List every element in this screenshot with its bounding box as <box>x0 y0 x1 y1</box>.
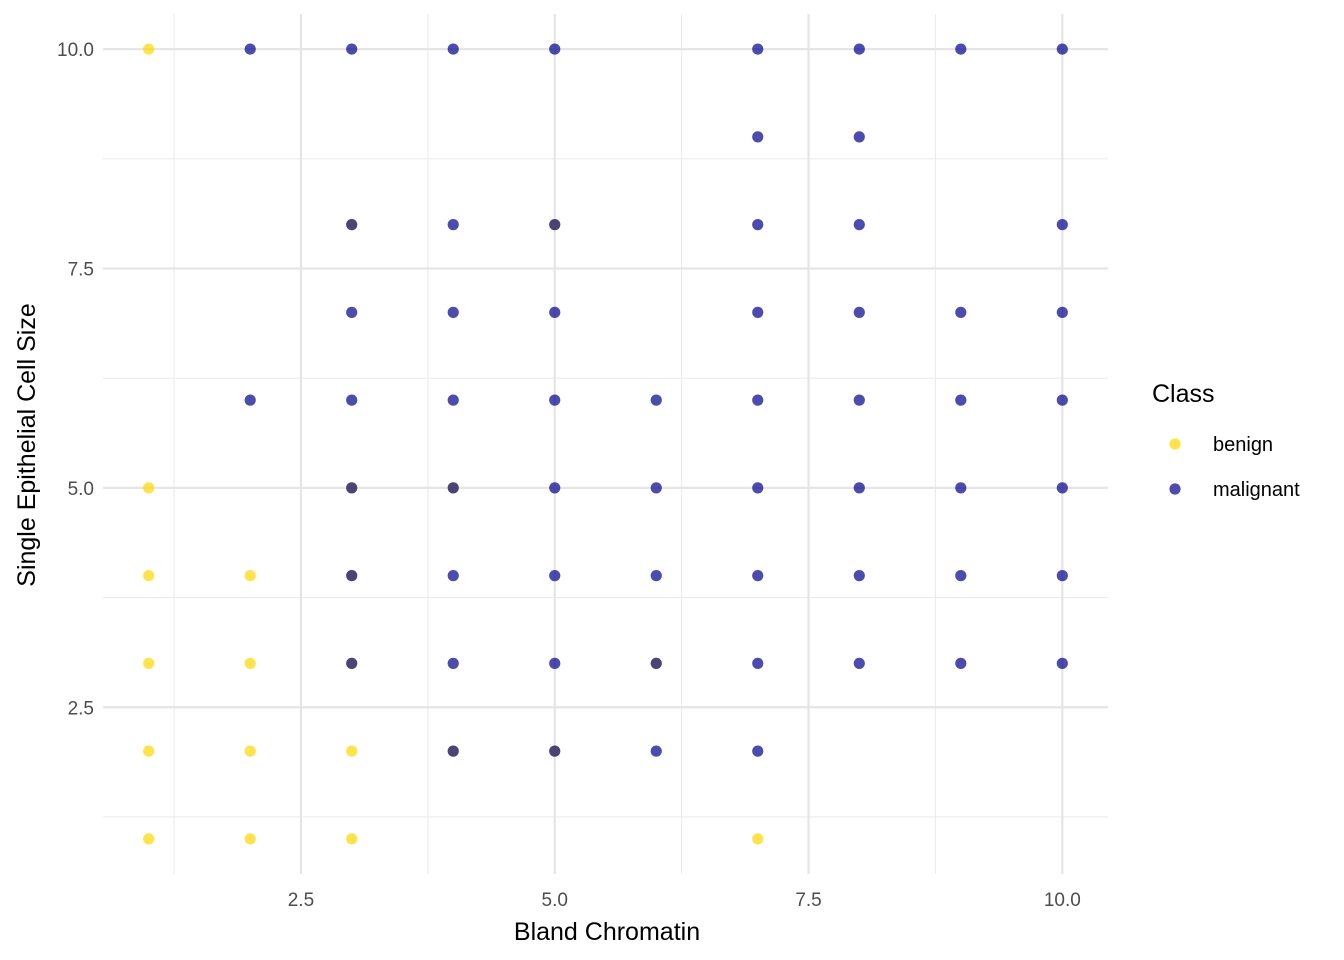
point-malignant <box>346 570 358 582</box>
point-benign <box>244 745 256 757</box>
point-malignant <box>955 394 967 406</box>
point-malignant <box>1056 482 1068 494</box>
point-malignant <box>549 657 561 669</box>
point-malignant <box>650 482 662 494</box>
point-malignant <box>853 657 865 669</box>
point-malignant <box>752 131 764 143</box>
point-malignant <box>955 482 967 494</box>
point-benign <box>143 833 155 845</box>
legend-key-benign <box>1169 438 1181 450</box>
y-tick-label: 7.5 <box>68 259 94 280</box>
point-malignant <box>650 570 662 582</box>
point-malignant <box>955 657 967 669</box>
legend-label-malignant: malignant <box>1213 479 1300 501</box>
point-malignant <box>346 394 358 406</box>
point-malignant <box>1056 394 1068 406</box>
point-malignant <box>752 570 764 582</box>
point-malignant <box>447 657 459 669</box>
point-malignant <box>447 43 459 55</box>
point-benign <box>346 833 358 845</box>
point-malignant <box>650 745 662 757</box>
point-malignant <box>346 657 358 669</box>
point-malignant <box>447 482 459 494</box>
x-axis-title: Bland Chromatin <box>514 918 700 946</box>
point-malignant <box>955 570 967 582</box>
point-malignant <box>853 131 865 143</box>
point-malignant <box>752 306 764 318</box>
point-malignant <box>447 394 459 406</box>
y-tick-label: 10.0 <box>57 40 94 61</box>
point-benign <box>143 745 155 757</box>
point-malignant <box>244 394 256 406</box>
point-malignant <box>955 306 967 318</box>
x-tick-label: 10.0 <box>1044 890 1081 911</box>
point-benign <box>244 833 256 845</box>
point-benign <box>244 657 256 669</box>
point-malignant <box>1056 570 1068 582</box>
y-tick-label: 2.5 <box>68 698 94 719</box>
legend-title: Class <box>1152 380 1215 408</box>
point-malignant <box>549 43 561 55</box>
grid-minor <box>103 14 1108 874</box>
y-axis-title: Single Epithelial Cell Size <box>13 303 41 586</box>
point-malignant <box>853 43 865 55</box>
x-tick-label: 5.0 <box>542 890 568 911</box>
point-malignant <box>549 306 561 318</box>
point-malignant <box>447 306 459 318</box>
point-malignant <box>650 394 662 406</box>
point-benign <box>752 833 764 845</box>
point-malignant <box>346 219 358 231</box>
data-points <box>143 43 1068 845</box>
point-malignant <box>1056 43 1068 55</box>
point-benign <box>143 657 155 669</box>
point-malignant <box>1056 306 1068 318</box>
point-malignant <box>346 43 358 55</box>
x-axis-ticks: 2.5 5.0 7.5 10.0 <box>288 890 1081 911</box>
point-malignant <box>752 219 764 231</box>
point-benign <box>143 482 155 494</box>
point-malignant <box>752 745 764 757</box>
point-benign <box>244 570 256 582</box>
point-malignant <box>447 219 459 231</box>
point-malignant <box>853 219 865 231</box>
point-benign <box>346 745 358 757</box>
point-malignant <box>853 306 865 318</box>
point-benign <box>143 43 155 55</box>
point-malignant <box>853 570 865 582</box>
legend-label-benign: benign <box>1213 434 1273 456</box>
point-malignant <box>549 482 561 494</box>
x-tick-label: 2.5 <box>288 890 314 911</box>
point-malignant <box>752 482 764 494</box>
point-malignant <box>346 306 358 318</box>
point-malignant <box>853 482 865 494</box>
legend-items: benign malignant <box>1169 434 1300 501</box>
point-benign <box>143 570 155 582</box>
legend: Class benign malignant <box>1152 380 1300 501</box>
point-malignant <box>549 745 561 757</box>
point-malignant <box>244 43 256 55</box>
point-malignant <box>752 657 764 669</box>
x-tick-label: 7.5 <box>795 890 821 911</box>
legend-key-malignant <box>1169 483 1181 495</box>
y-axis-ticks: 2.5 5.0 7.5 10.0 <box>57 40 94 719</box>
y-tick-label: 5.0 <box>68 479 94 500</box>
point-malignant <box>853 394 865 406</box>
grid-major <box>103 14 1108 874</box>
point-malignant <box>752 394 764 406</box>
point-malignant <box>549 570 561 582</box>
point-malignant <box>650 657 662 669</box>
point-malignant <box>346 482 358 494</box>
point-malignant <box>752 43 764 55</box>
point-malignant <box>1056 657 1068 669</box>
point-malignant <box>955 43 967 55</box>
point-malignant <box>1056 219 1068 231</box>
point-malignant <box>549 394 561 406</box>
point-malignant <box>447 570 459 582</box>
point-malignant <box>447 745 459 757</box>
point-malignant <box>549 219 561 231</box>
